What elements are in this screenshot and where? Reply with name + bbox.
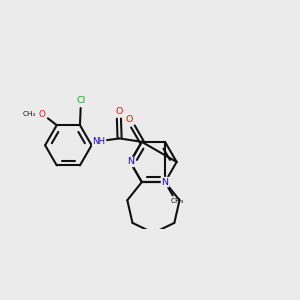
Text: CH₃: CH₃ — [23, 111, 36, 117]
Text: NH: NH — [92, 137, 106, 146]
Text: O: O — [39, 110, 46, 119]
Text: Cl: Cl — [76, 96, 85, 105]
Text: O: O — [125, 116, 133, 124]
Text: O: O — [115, 106, 123, 116]
Text: N: N — [127, 158, 134, 166]
Text: CH₃: CH₃ — [170, 198, 184, 204]
Text: N: N — [161, 178, 169, 187]
Text: N: N — [161, 178, 169, 187]
Text: N: N — [127, 158, 134, 166]
